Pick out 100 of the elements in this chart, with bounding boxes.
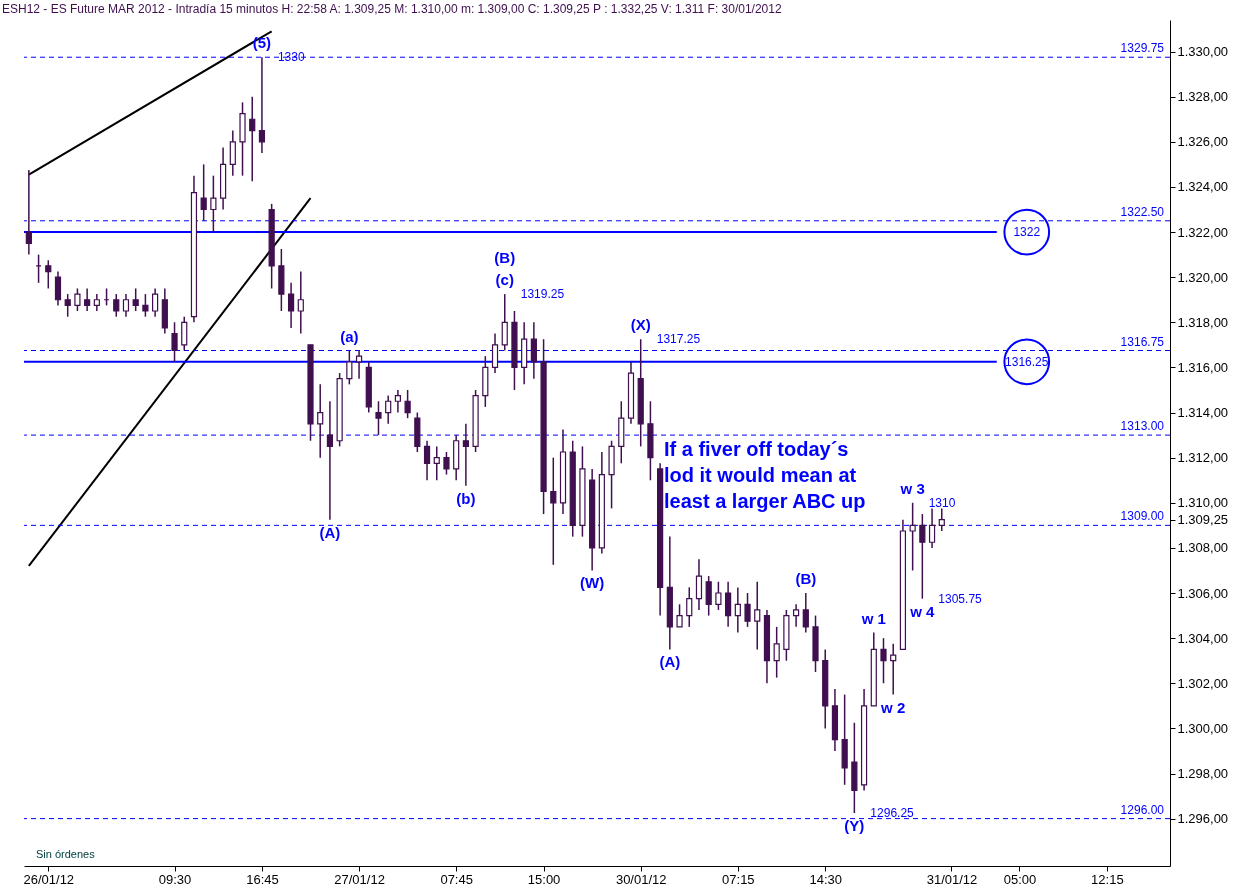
candlestick bbox=[45, 259, 52, 290]
x-tick-label: 09:30 bbox=[158, 871, 192, 886]
ref-line-label: 1296.00 bbox=[1120, 802, 1165, 817]
y-tick-label: 1.314,00 bbox=[1177, 405, 1229, 421]
annotation: (X) bbox=[630, 316, 651, 334]
text: 1319.25 bbox=[520, 287, 565, 302]
text: 1296.25 bbox=[870, 805, 914, 820]
y-tick-label: 1.310,00 bbox=[1177, 495, 1229, 511]
candlestick bbox=[287, 282, 295, 329]
candlestick bbox=[181, 315, 188, 352]
candlestick bbox=[773, 626, 780, 679]
candlestick bbox=[501, 293, 508, 352]
x-tick-label: 14:30 bbox=[809, 871, 842, 886]
x-tick-label: 07:45 bbox=[440, 871, 473, 886]
y-tick-label: 1.300,00 bbox=[1177, 720, 1229, 736]
candlestick bbox=[258, 56, 266, 154]
candlestick bbox=[249, 95, 256, 183]
x-tick-label: 30/01/12 bbox=[615, 871, 667, 886]
text: 1317.25 bbox=[656, 332, 701, 347]
y-tick-label: 1.326,00 bbox=[1177, 134, 1229, 150]
annotation: (A) bbox=[659, 653, 681, 671]
annotation: (a) bbox=[340, 327, 359, 345]
annotation: (A) bbox=[319, 523, 341, 541]
candlestick bbox=[676, 603, 683, 628]
y-tick-label: 1.309,25 bbox=[1177, 512, 1229, 528]
annotation: (b) bbox=[456, 489, 476, 507]
candlestick bbox=[938, 507, 945, 532]
y-tick-label: 1.330,00 bbox=[1177, 44, 1229, 60]
candlestick bbox=[326, 400, 334, 521]
candlestick bbox=[462, 423, 469, 487]
x-tick-label: 07:15 bbox=[722, 871, 755, 886]
ref-line-label: 1309.00 bbox=[1120, 509, 1165, 524]
y-tick-label: 1.328,00 bbox=[1177, 89, 1229, 105]
candlestick bbox=[550, 456, 557, 566]
candlestick bbox=[715, 580, 722, 611]
candlestick bbox=[346, 349, 353, 386]
y-tick-label: 1.308,00 bbox=[1177, 540, 1229, 556]
ref-line-label: 1313.00 bbox=[1120, 419, 1165, 434]
x-tick-label: 12:15 bbox=[1091, 871, 1124, 886]
candlestick bbox=[355, 349, 363, 380]
annotation: w 2 bbox=[880, 698, 906, 716]
candlestick bbox=[890, 643, 897, 696]
candlestick bbox=[210, 174, 217, 233]
text: 1305.75 bbox=[938, 591, 982, 606]
candlestick bbox=[375, 400, 382, 436]
ref-line-label: 1316.75 bbox=[1120, 334, 1165, 349]
candlestick bbox=[744, 592, 751, 628]
candlestick bbox=[152, 287, 159, 318]
annotation: w 1 bbox=[860, 609, 886, 627]
candlestick bbox=[705, 575, 712, 617]
candlestick bbox=[792, 603, 800, 628]
annotation: (W) bbox=[580, 574, 605, 592]
candlestick bbox=[84, 287, 91, 312]
candlestick bbox=[394, 389, 402, 414]
candlestick bbox=[686, 586, 693, 628]
candlestick bbox=[229, 129, 236, 177]
y-tick-label: 1.302,00 bbox=[1177, 675, 1229, 691]
x-tick-label: 31/01/12 bbox=[926, 871, 978, 886]
candlestick bbox=[317, 383, 324, 459]
y-tick-label: 1.304,00 bbox=[1177, 630, 1229, 646]
candlestick bbox=[200, 163, 207, 222]
candlestick bbox=[909, 502, 916, 572]
candlestick bbox=[734, 586, 741, 634]
annotation: (c) bbox=[495, 271, 514, 289]
candlestick bbox=[880, 637, 887, 685]
candlestick bbox=[54, 270, 62, 307]
candlestick bbox=[695, 558, 703, 611]
x-tick-label: 15:00 bbox=[527, 871, 561, 886]
y-tick-label: 1.318,00 bbox=[1177, 314, 1229, 330]
candlestick bbox=[802, 592, 809, 634]
y-tick-label: 1.320,00 bbox=[1177, 269, 1229, 285]
candlestick bbox=[433, 445, 440, 481]
candlestick bbox=[122, 293, 130, 318]
candlestick bbox=[919, 513, 926, 600]
y-tick-label: 1.322,00 bbox=[1177, 224, 1229, 240]
candlestick bbox=[171, 321, 178, 363]
candlestick bbox=[132, 287, 139, 312]
y-tick-label: 1.298,00 bbox=[1177, 766, 1229, 781]
annotation: (5) bbox=[252, 34, 272, 52]
candlestick bbox=[928, 507, 936, 549]
ref-line-label: 1322 bbox=[1013, 225, 1041, 240]
candlestick bbox=[64, 293, 71, 318]
candlestick bbox=[530, 321, 537, 380]
x-tick-label: 05:00 bbox=[1003, 871, 1037, 886]
chart-title: ESH12 - ES Future MAR 2012 - Intradía 15 minutos H: 22:58 A: 1.309,25 M: 1.310,00 m: 1.309,00 C: 1.309,25 P : 1.332,25 V: 1.311 F: 30/01/2012 bbox=[2, 2, 782, 16]
candlestick bbox=[385, 394, 392, 425]
annotation: (Y) bbox=[844, 816, 865, 834]
x-tick-label: 26/01/12 bbox=[23, 871, 75, 886]
candlestick bbox=[297, 270, 304, 335]
y-tick-label: 1.324,00 bbox=[1177, 179, 1229, 195]
y-tick-label: 1.312,00 bbox=[1177, 450, 1229, 466]
text: 1310 bbox=[928, 495, 956, 510]
annotation: If a fiver off today´s lod it would mean at least a larger ABC up bbox=[664, 438, 866, 512]
annotation: Sin órdenes bbox=[36, 848, 96, 860]
annotation: w 3 bbox=[899, 479, 925, 497]
ref-line-label: 1329.75 bbox=[1120, 41, 1165, 56]
candlestick bbox=[423, 439, 431, 481]
annotation: (B) bbox=[795, 570, 817, 588]
candlestick bbox=[754, 580, 761, 651]
y-tick-label: 1.296,00 bbox=[1177, 811, 1229, 827]
